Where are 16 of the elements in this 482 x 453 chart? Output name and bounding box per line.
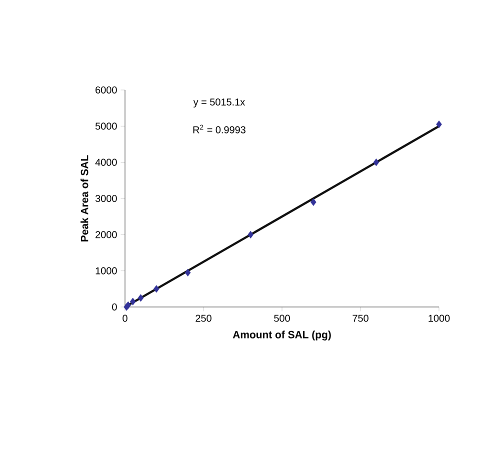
y-tick-label: 1000 (96, 267, 117, 274)
y-axis-title: Peak Area of SAL (80, 155, 88, 242)
annotation: y = 5015.1x (193, 98, 245, 108)
annotation: R$^{2}$ = 0.9993 (193, 124, 246, 134)
x-tick-label: 750 (352, 314, 368, 322)
y-tick-label: 0 (112, 303, 117, 311)
y-tick-label: 4000 (95, 158, 117, 166)
x-tick-label: 1000 (428, 314, 450, 322)
y-tick-label: 3000 (95, 194, 117, 202)
y-tick-label: 2000 (96, 231, 117, 238)
x-tick-label: 250 (196, 314, 212, 322)
x-tick-label: 0 (122, 314, 128, 322)
y-tick-label: 5000 (95, 122, 117, 130)
x-axis-title: Amount of SAL (pg) (232, 330, 331, 340)
y-tick-label: 6000 (96, 86, 117, 94)
x-tick-label: 500 (274, 314, 290, 322)
